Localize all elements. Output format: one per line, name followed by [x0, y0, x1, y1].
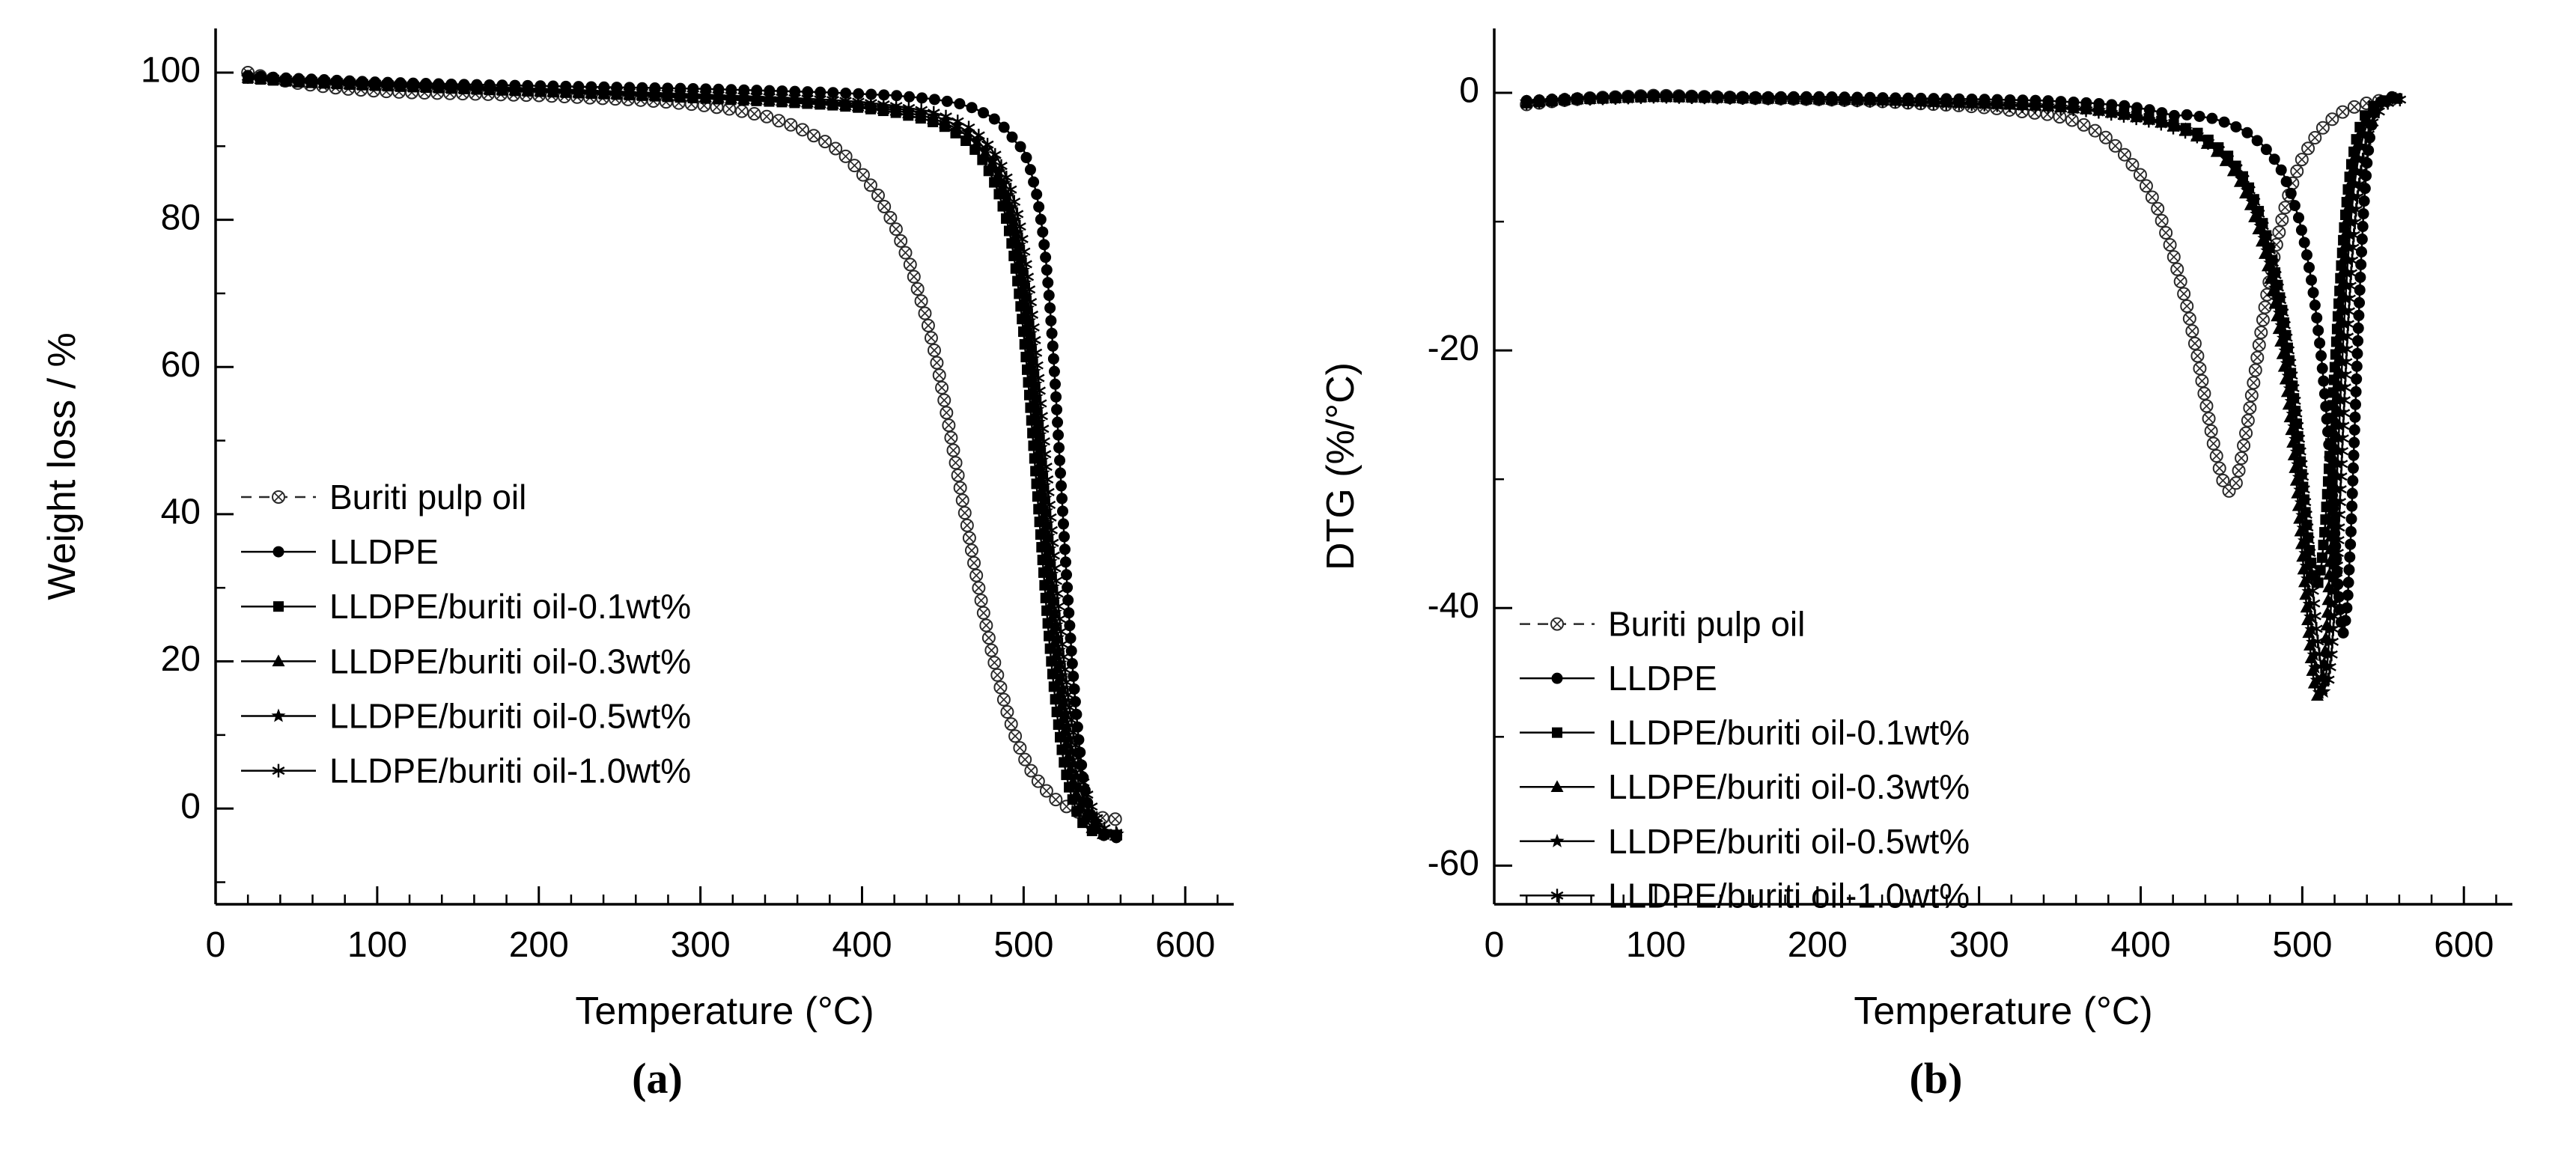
dtg-chart: 0 100 200 300 400 500 600 0 -20 -40 -60 Temperature…: [1319, 28, 2512, 1033]
axes: 0 100 200 300 400 500 600 0 20 40 60 80 100: [141, 28, 1234, 965]
y-tick-label: -20: [1428, 329, 1479, 368]
x-tick-label: 200: [1788, 925, 1848, 965]
y-axis-label: DTG (%/°C): [1319, 362, 1362, 570]
legend-label: Buriti pulp oil: [329, 478, 526, 517]
x-tick-label: 500: [993, 925, 1053, 965]
x-tick-label: 500: [2272, 925, 2332, 965]
y-tick-label: 60: [161, 345, 201, 385]
y-tick-label: 0: [1459, 71, 1479, 111]
series-5: [241, 70, 1123, 840]
legend-label: LLDPE/buriti oil-0.5wt%: [1608, 822, 1970, 861]
y-axis-label: Weight loss / %: [40, 332, 84, 600]
y-tick-label: -40: [1428, 586, 1479, 626]
panel-b: 0 100 200 300 400 500 600 0 -20 -40 -60 Temperature…: [1300, 6, 2572, 1100]
x-axis-label: Temperature (°C): [1854, 990, 2152, 1033]
x-tick-label: 0: [206, 925, 226, 965]
legend-label: LLDPE/buriti oil-0.1wt%: [1608, 713, 1970, 752]
legend: Buriti pulp oil LLDPE LLDPE/buriti oil-0.1…: [241, 478, 691, 790]
y-tick-label: 100: [141, 51, 201, 91]
legend-label: LLDPE: [329, 532, 439, 571]
legend-label: Buriti pulp oil: [1608, 605, 1805, 644]
series-5: [1520, 90, 2407, 688]
y-tick-label: 80: [161, 198, 201, 237]
y-tick-label: 0: [180, 787, 201, 826]
legend-label: LLDPE/buriti oil-0.1wt%: [329, 587, 691, 626]
tga-chart: 0 100 200 300 400 500 600 0 20 40 60 80 100 Temperatu…: [40, 28, 1234, 1033]
x-tick-label: 400: [2110, 925, 2170, 965]
y-tick-label: 40: [161, 493, 201, 532]
legend-label: LLDPE/buriti oil-1.0wt%: [1608, 876, 1970, 915]
legend-label: LLDPE: [1608, 659, 1717, 698]
legend-label: LLDPE/buriti oil-0.3wt%: [329, 642, 691, 680]
legend-label: LLDPE/buriti oil-0.3wt%: [1608, 767, 1970, 806]
x-tick-label: 600: [1155, 925, 1215, 965]
x-axis-label: Temperature (°C): [575, 990, 874, 1033]
x-tick-label: 600: [2434, 925, 2494, 965]
caption-a: (a): [632, 1054, 683, 1103]
x-tick-label: 100: [347, 925, 407, 965]
x-tick-label: 0: [1485, 925, 1505, 965]
figure: 0 100 200 300 400 500 600 0 20 40 60 80 100 Temperatu…: [21, 6, 2572, 1100]
series-1: [1520, 90, 2403, 639]
legend-label: LLDPE/buriti oil-0.5wt%: [329, 696, 691, 735]
y-tick-label: -60: [1428, 844, 1479, 883]
axes: 0 100 200 300 400 500 600 0 -20 -40 -60: [1428, 28, 2512, 965]
legend: Buriti pulp oil LLDPE LLDPE/buriti oil-0.1…: [1520, 605, 1970, 915]
x-tick-label: 200: [509, 925, 569, 965]
panel-a: 0 100 200 300 400 500 600 0 20 40 60 80 100 Temperatu…: [21, 6, 1294, 1100]
x-tick-label: 300: [671, 925, 731, 965]
series-2: [1521, 91, 2403, 588]
x-tick-label: 100: [1626, 925, 1686, 965]
legend-label: LLDPE/buriti oil-1.0wt%: [329, 752, 691, 790]
x-tick-label: 300: [1949, 925, 2009, 965]
x-tick-label: 400: [832, 925, 892, 965]
y-tick-label: 20: [161, 639, 201, 679]
caption-b: (b): [1909, 1054, 1963, 1103]
